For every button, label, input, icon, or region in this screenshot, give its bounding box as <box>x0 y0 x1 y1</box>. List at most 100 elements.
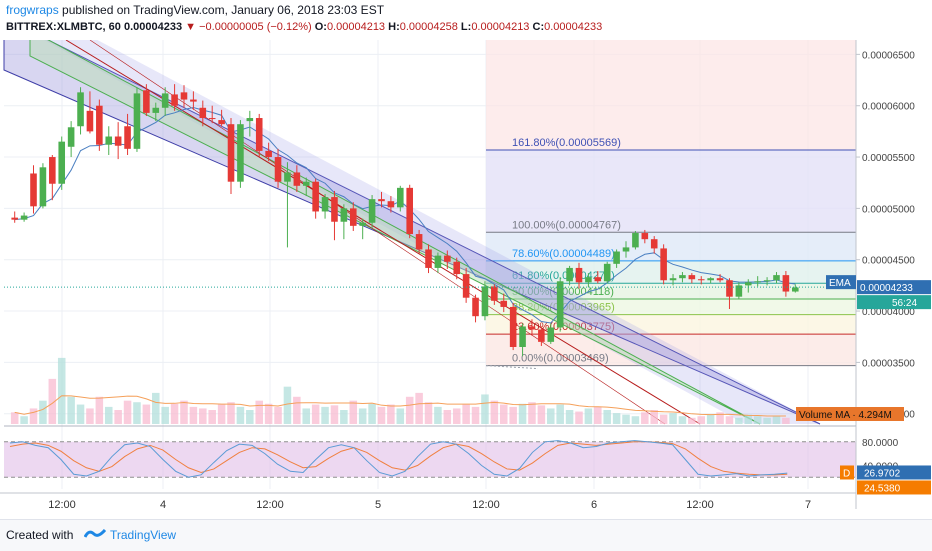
candle-body <box>744 282 752 286</box>
ema-badge-label: EMA <box>829 278 851 289</box>
time-tick-label: 12:00 <box>256 499 284 511</box>
fib-trend-line <box>485 365 539 370</box>
publish-info: published on TradingView.com, January 06… <box>62 3 385 17</box>
candle-body <box>575 267 583 283</box>
price-tick-label: 0.00005000 <box>862 204 915 215</box>
volume-bar <box>180 400 188 424</box>
volume-bar <box>227 402 235 424</box>
volume-bar <box>434 406 442 424</box>
volume-bar <box>293 396 301 424</box>
candle-body <box>406 187 413 235</box>
volume-bar <box>161 406 169 424</box>
candle-body <box>603 263 611 282</box>
volume-bar <box>142 404 151 424</box>
time-tick-label: 12:00 <box>472 499 500 511</box>
candle-body <box>208 118 216 120</box>
volume-bar <box>575 411 583 424</box>
candle-body <box>669 278 677 281</box>
rsi-d-value: 24.5380 <box>864 483 901 494</box>
price-tick-label: 0.00006500 <box>862 50 915 61</box>
volume-bar <box>349 400 358 424</box>
fib-zone-top <box>486 40 856 150</box>
volume-bar <box>528 402 536 424</box>
symbol-label: BITTREX:XLMBTC, 60 <box>6 21 121 33</box>
volume-bar <box>697 416 706 424</box>
volume-bar <box>509 406 517 424</box>
price-tick-label: 0.00004500 <box>862 256 915 267</box>
price-tick-label: 0.00005500 <box>862 153 915 164</box>
volume-bar <box>622 414 630 424</box>
rsi-k-line <box>9 440 788 478</box>
candle-body <box>58 141 66 184</box>
rsi-k-value: 26.9702 <box>864 468 901 479</box>
candle-body <box>782 275 790 292</box>
volume-bar <box>594 406 602 424</box>
candle-body <box>491 286 498 301</box>
candle-body <box>368 199 376 223</box>
rsi-band <box>4 441 856 478</box>
candle-body <box>67 127 75 147</box>
candle-body <box>622 247 630 252</box>
volume-bar <box>782 417 790 424</box>
volume-ma-line <box>14 395 786 417</box>
high-label: H: <box>388 21 400 33</box>
candle-body <box>114 136 122 146</box>
volume-bar <box>152 392 160 424</box>
candle-body <box>293 172 301 186</box>
volume-bar <box>48 378 57 424</box>
volume-bar <box>490 400 499 424</box>
volume-bar <box>217 404 226 424</box>
volume-bar <box>565 410 574 424</box>
volume-bar <box>236 406 245 424</box>
time-tick-label: 4 <box>160 499 166 511</box>
time-tick-label: 6 <box>591 499 597 511</box>
candle-body <box>152 107 160 113</box>
price-tick-label: 0.00004000 <box>862 307 915 318</box>
volume-bar <box>735 417 743 424</box>
tradingview-link[interactable]: TradingView <box>110 528 177 542</box>
ohlc-line: BITTREX:XLMBTC, 60 0.00004233 ▼ −0.00000… <box>6 21 602 33</box>
candle-body <box>274 157 282 182</box>
volume-bar <box>274 406 282 424</box>
candle-body <box>124 126 131 149</box>
volume-bar <box>283 386 292 424</box>
candle-body <box>528 326 536 330</box>
open-label: O: <box>314 21 327 33</box>
volume-bar <box>264 403 273 424</box>
author-link[interactable]: frogwraps <box>6 3 59 17</box>
price-chart[interactable]: 161.80%(0.00005569)100.00%(0.00004767)78… <box>0 40 932 519</box>
rsi-tick-label: 80.0000 <box>862 438 899 449</box>
candle-body <box>340 208 348 222</box>
volume-bar <box>208 410 216 424</box>
candle-body <box>255 118 263 151</box>
candle-body <box>425 249 432 268</box>
candle-body <box>20 215 28 220</box>
candle-body <box>190 99 197 102</box>
candle-body <box>632 233 639 248</box>
volume-bar <box>669 413 677 424</box>
candle-body <box>566 267 573 282</box>
volume-bar <box>114 410 122 424</box>
candle-body <box>472 297 479 317</box>
candle-body <box>359 222 366 226</box>
candle-body <box>453 261 461 275</box>
candle-body <box>86 110 94 132</box>
candle-body <box>585 277 592 283</box>
low-value: 0.00004213 <box>471 21 530 33</box>
candle-body <box>754 281 761 283</box>
candle-body <box>331 197 338 222</box>
footer: Created with TradingView <box>0 519 932 551</box>
regression-channel-inner <box>29 40 761 425</box>
candle-body <box>321 197 329 212</box>
volume-bar <box>716 412 724 424</box>
volume-bar <box>518 403 527 424</box>
candle-body <box>11 217 18 220</box>
candle-body <box>726 280 733 297</box>
volume-bar <box>688 417 696 424</box>
candle-body <box>284 172 291 182</box>
volume-bar <box>358 408 367 424</box>
close-value: 0.00004233 <box>544 21 603 33</box>
volume-bar <box>584 408 593 424</box>
volume-bar <box>481 394 489 424</box>
volume-bar <box>377 406 386 424</box>
